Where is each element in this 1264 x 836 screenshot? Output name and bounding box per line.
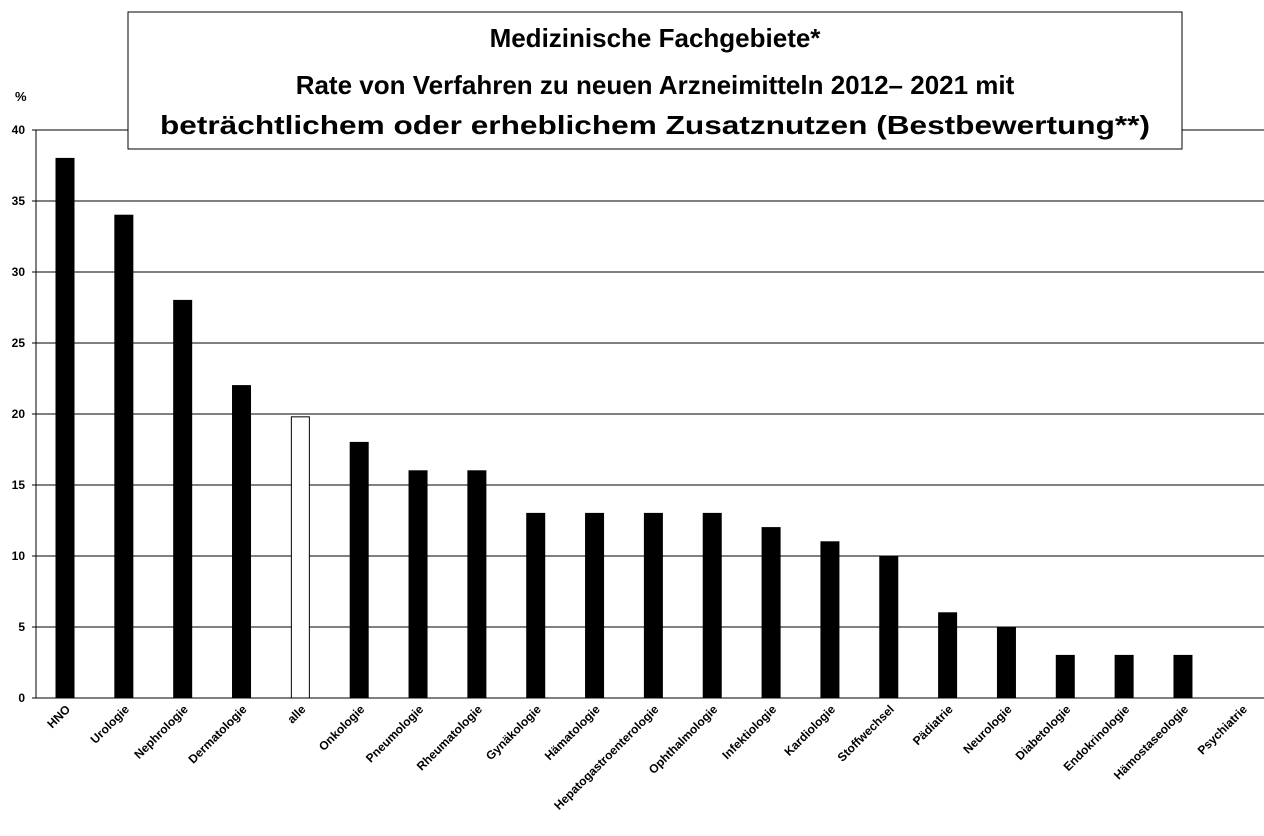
x-category-label: Hämatologie bbox=[542, 702, 603, 763]
x-category-label: HNO bbox=[44, 702, 73, 731]
x-category-label: Stoffwechsel bbox=[835, 702, 897, 764]
y-tick-label: 40 bbox=[12, 123, 26, 137]
x-category-label: Urologie bbox=[88, 702, 133, 747]
bar-urologie bbox=[114, 214, 134, 699]
y-tick-labels: 0 5 10 15 20 25 30 35 40 bbox=[12, 123, 36, 705]
bar-ophthalmologie bbox=[702, 512, 722, 699]
y-tick-label: 5 bbox=[18, 620, 25, 634]
title-box: Medizinische Fachgebiete* Rate von Verfa… bbox=[127, 11, 1183, 150]
bars bbox=[55, 157, 1193, 699]
bar-hämatologie bbox=[585, 512, 605, 699]
x-category-label: Pädiatrie bbox=[910, 702, 956, 748]
chart-subtitle-line-1: Rate von Verfahren zu neuen Arzneimittel… bbox=[296, 70, 1015, 100]
bar-nephrologie bbox=[173, 299, 193, 699]
x-category-label: alle bbox=[284, 702, 308, 726]
x-category-label: Dermatologie bbox=[186, 702, 250, 766]
bar-alle bbox=[290, 416, 310, 699]
bar-pädiatrie bbox=[938, 612, 958, 699]
y-tick-label: 15 bbox=[12, 478, 26, 492]
x-category-label: Pneumologie bbox=[363, 702, 426, 765]
bar-pneumologie bbox=[408, 470, 428, 699]
x-category-label: Infektiologie bbox=[719, 702, 779, 762]
bar-rheumatologie bbox=[467, 470, 487, 699]
bar-neurologie bbox=[996, 626, 1016, 699]
bar-gynäkologie bbox=[526, 512, 546, 699]
title-box-frame bbox=[127, 11, 1183, 150]
bar-onkologie bbox=[349, 441, 369, 699]
bar-hno bbox=[55, 157, 75, 699]
y-tick-label: 30 bbox=[12, 265, 26, 279]
bar-dermatologie bbox=[232, 385, 252, 699]
x-category-label: Neurologie bbox=[960, 702, 1014, 756]
y-tick-label: 0 bbox=[18, 691, 25, 705]
y-axis-unit-label: % bbox=[15, 89, 27, 104]
x-category-label: Onkologie bbox=[316, 702, 368, 754]
x-category-label: Nephrologie bbox=[131, 702, 191, 762]
chart-title: Medizinische Fachgebiete* bbox=[490, 23, 822, 53]
chart-subtitle-line-2: beträchtlichem oder erheblichem Zusatznu… bbox=[160, 110, 1150, 140]
x-category-label: Diabetologie bbox=[1013, 702, 1074, 763]
bar-kardiologie bbox=[820, 541, 840, 699]
x-category-label: Gynäkologie bbox=[483, 702, 544, 763]
y-tick-label: 25 bbox=[12, 336, 26, 350]
x-category-label: Kardiologie bbox=[781, 702, 838, 759]
bar-stoffwechsel bbox=[879, 555, 899, 699]
bar-hepatogastroenterologie bbox=[643, 512, 663, 699]
y-tick-label: 35 bbox=[12, 194, 26, 208]
x-category-label: Psychiatrie bbox=[1195, 702, 1250, 757]
y-tick-label: 10 bbox=[12, 549, 26, 563]
bar-hämostaseologie bbox=[1173, 654, 1193, 699]
y-tick-label: 20 bbox=[12, 407, 26, 421]
bar-infektiologie bbox=[761, 527, 781, 699]
x-category-label: Hepatogastroenterologie bbox=[551, 702, 662, 813]
bar-diabetologie bbox=[1055, 654, 1075, 699]
bar-endokrinologie bbox=[1114, 654, 1134, 699]
